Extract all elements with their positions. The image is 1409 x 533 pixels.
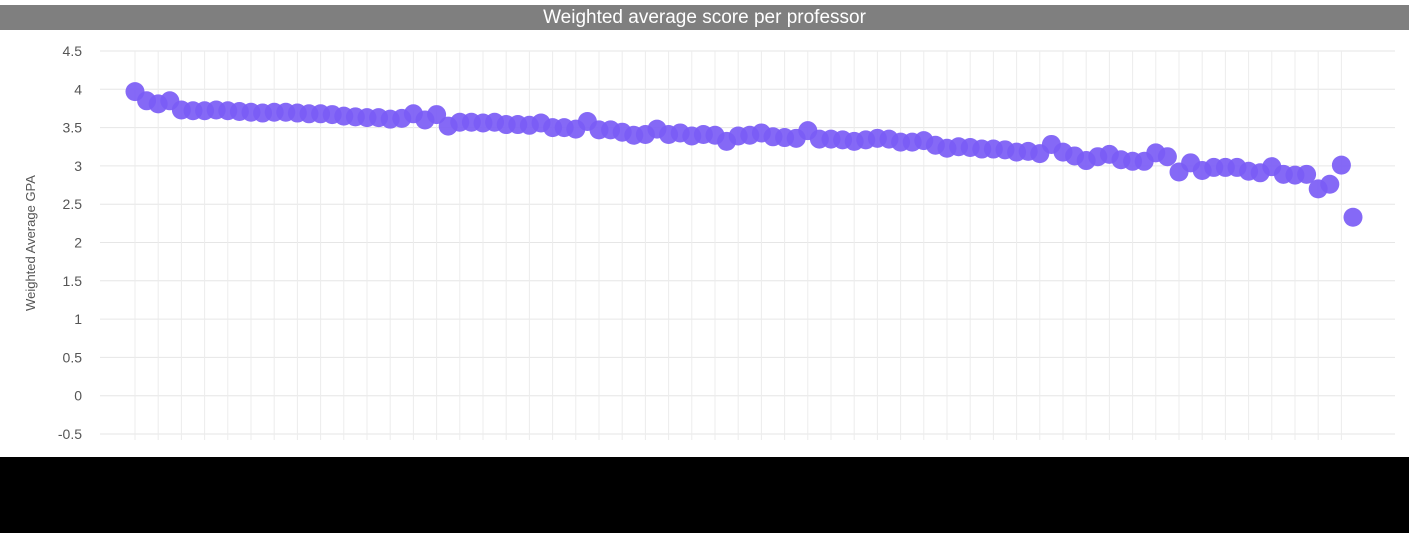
y-tick-label: 1 bbox=[74, 311, 82, 327]
grid bbox=[100, 50, 1395, 440]
y-axis-ticks: -0.5 0 0.5 1 1.5 2 2.5 3 3.5 4 4.5 bbox=[58, 43, 82, 442]
y-tick-label: 1.5 bbox=[63, 273, 83, 289]
y-tick-label: -0.5 bbox=[58, 426, 82, 442]
y-tick-label: 0 bbox=[74, 388, 82, 404]
data-point bbox=[1157, 147, 1177, 167]
y-tick-label: 0.5 bbox=[63, 349, 83, 365]
y-tick-label: 2 bbox=[74, 235, 82, 251]
data-point bbox=[1320, 174, 1340, 194]
scatter-chart: -0.5 0 0.5 1 1.5 2 2.5 3 3.5 4 4.5 Weighted Averag… bbox=[23, 43, 1395, 442]
data-points bbox=[125, 82, 1363, 227]
data-point bbox=[1297, 164, 1317, 184]
chart-title: Weighted average score per professor bbox=[0, 5, 1409, 30]
y-axis-label: Weighted Average GPA bbox=[23, 175, 38, 311]
y-tick-label: 4 bbox=[74, 81, 82, 97]
y-tick-label: 2.5 bbox=[63, 196, 83, 212]
y-tick-label: 3.5 bbox=[63, 120, 83, 136]
data-point bbox=[1343, 207, 1363, 227]
data-point bbox=[427, 105, 447, 125]
overlay-band bbox=[0, 457, 1409, 533]
y-tick-label: 4.5 bbox=[63, 43, 83, 59]
y-tick-label: 3 bbox=[74, 158, 82, 174]
data-point bbox=[1331, 155, 1351, 175]
